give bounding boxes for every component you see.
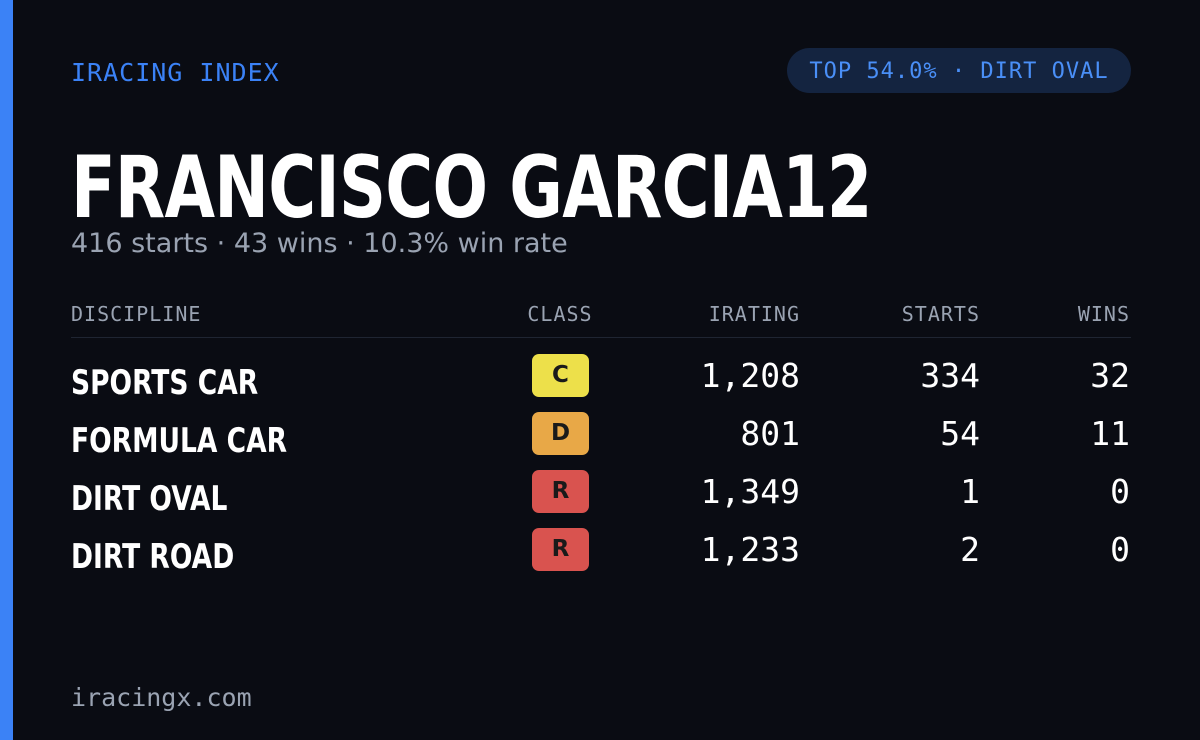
stat-value: 0 <box>1110 530 1130 569</box>
summary: 416 starts · 43 wins · 10.3% win rate <box>71 228 568 259</box>
rank-badge: TOP 54.0% · DIRT OVAL <box>787 48 1131 93</box>
stat-value: 2 <box>960 530 980 569</box>
stat-value: 0 <box>1110 472 1130 511</box>
discipline: FORMULA CAR <box>71 421 288 461</box>
stat-value: 11 <box>1090 414 1130 453</box>
brand: IRACING INDEX <box>71 58 280 87</box>
discipline: DIRT ROAD <box>71 537 235 577</box>
column-header: IRATING <box>708 302 800 326</box>
column-header: WINS <box>1077 302 1130 326</box>
class-badge: R <box>532 470 589 513</box>
class-badge: C <box>532 354 589 397</box>
column-header: STARTS <box>901 302 980 326</box>
stat-value: 1,233 <box>700 530 800 569</box>
discipline: DIRT OVAL <box>71 479 228 519</box>
stat-value: 1 <box>960 472 980 511</box>
header-rule <box>71 337 1131 338</box>
stat-value: 334 <box>920 356 980 395</box>
footer-url: iracingx.com <box>71 683 252 712</box>
stat-value: 1,349 <box>700 472 800 511</box>
stat-value: 1,208 <box>700 356 800 395</box>
driver-name: FRANCISCO GARCIA12 <box>71 138 872 238</box>
column-header: CLASS <box>527 302 593 326</box>
stat-value: 54 <box>940 414 980 453</box>
accent-strip <box>0 0 13 740</box>
class-badge: D <box>532 412 589 455</box>
discipline: SPORTS CAR <box>71 363 259 403</box>
stat-value: 32 <box>1090 356 1130 395</box>
stat-value: 801 <box>740 414 800 453</box>
column-header: DISCIPLINE <box>71 302 202 326</box>
rank-badge-text: TOP 54.0% · DIRT OVAL <box>809 59 1109 84</box>
class-badge: R <box>532 528 589 571</box>
